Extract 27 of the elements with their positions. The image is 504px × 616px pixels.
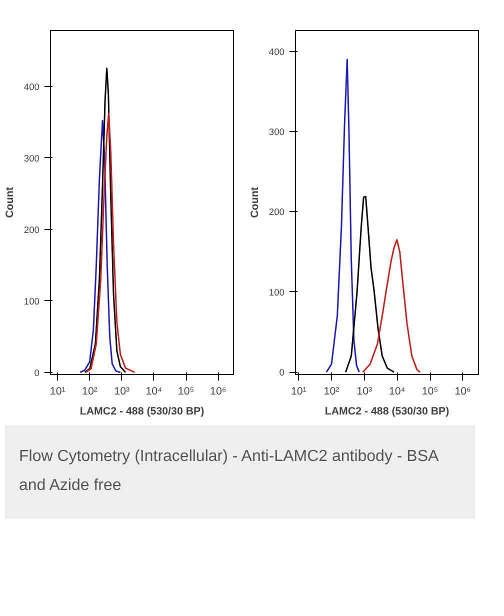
x-tick-label: 10³	[114, 386, 130, 398]
y-tick-label: 300	[24, 153, 40, 164]
x-tick-label: 10⁵	[178, 386, 194, 398]
x-tick-label: 10²	[82, 386, 98, 398]
x-tick-label: 10²	[324, 386, 340, 398]
y-tick-label: 0	[34, 368, 40, 378]
x-tick-label: 10¹	[290, 386, 307, 398]
y-tick-label: 300	[268, 127, 285, 138]
x-tick-label: 10⁴	[146, 386, 163, 398]
text: Flow Cytometry (Intracellular) - Anti-LAMC2 antibody - BSA and Azide free	[19, 447, 440, 496]
y-tick-label: 400	[24, 82, 40, 92]
y-tick-label: 100	[268, 287, 285, 298]
y-axis-title: Count	[248, 186, 261, 218]
y-tick-label: 200	[24, 224, 40, 235]
y-tick-label: 400	[268, 46, 285, 57]
x-tick-label: 10⁶	[454, 386, 471, 398]
y-tick-label: 100	[24, 296, 40, 306]
x-tick-label: 10³	[356, 386, 372, 398]
x-axis-title: LAMC2 - 488 (530/30 BP)	[324, 406, 450, 418]
x-tick-label: 10⁶	[210, 386, 226, 398]
x-tick-label: 10¹	[50, 386, 66, 398]
y-tick-label: 200	[268, 207, 285, 218]
x-axis-title: LAMC2 - 488 (530/30 BP)	[80, 406, 205, 418]
y-tick-label: 0	[279, 368, 285, 378]
x-tick-label: 10⁵	[422, 386, 438, 398]
x-tick-label: 10⁴	[388, 386, 406, 398]
y-axis-title: Count	[4, 186, 16, 218]
